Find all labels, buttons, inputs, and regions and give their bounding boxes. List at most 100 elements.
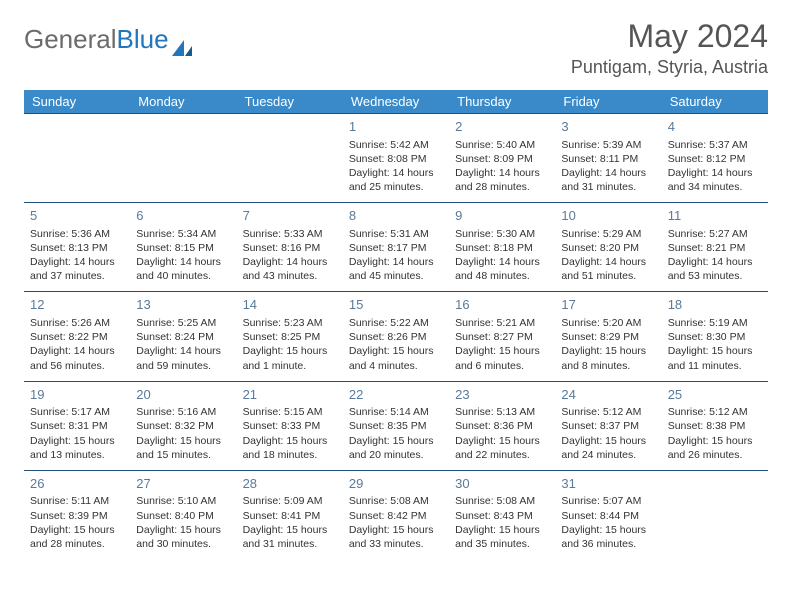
- daylight-line: Daylight: 14 hours and 45 minutes.: [349, 255, 443, 283]
- daylight-line: Daylight: 15 hours and 8 minutes.: [561, 344, 655, 372]
- logo-text-blue: Blue: [117, 24, 169, 55]
- sunrise-line: Sunrise: 5:33 AM: [243, 227, 337, 241]
- weekday-header: Wednesday: [343, 90, 449, 114]
- day-number: 27: [136, 475, 230, 493]
- day-number: 12: [30, 296, 124, 314]
- day-number: 19: [30, 386, 124, 404]
- daylight-line: Daylight: 14 hours and 40 minutes.: [136, 255, 230, 283]
- sunset-line: Sunset: 8:43 PM: [455, 509, 549, 523]
- sunset-line: Sunset: 8:17 PM: [349, 241, 443, 255]
- daylight-line: Daylight: 14 hours and 51 minutes.: [561, 255, 655, 283]
- daylight-line: Daylight: 15 hours and 35 minutes.: [455, 523, 549, 551]
- calendar-day-cell: [237, 114, 343, 203]
- calendar-day-cell: 12Sunrise: 5:26 AMSunset: 8:22 PMDayligh…: [24, 292, 130, 381]
- sunrise-line: Sunrise: 5:21 AM: [455, 316, 549, 330]
- daylight-line: Daylight: 15 hours and 31 minutes.: [243, 523, 337, 551]
- sunset-line: Sunset: 8:08 PM: [349, 152, 443, 166]
- sunset-line: Sunset: 8:32 PM: [136, 419, 230, 433]
- day-number: 17: [561, 296, 655, 314]
- calendar-day-cell: 1Sunrise: 5:42 AMSunset: 8:08 PMDaylight…: [343, 114, 449, 203]
- daylight-line: Daylight: 15 hours and 30 minutes.: [136, 523, 230, 551]
- weekday-header: Friday: [555, 90, 661, 114]
- sunrise-line: Sunrise: 5:08 AM: [349, 494, 443, 508]
- calendar-day-cell: 16Sunrise: 5:21 AMSunset: 8:27 PMDayligh…: [449, 292, 555, 381]
- day-number: 16: [455, 296, 549, 314]
- calendar-week-row: 19Sunrise: 5:17 AMSunset: 8:31 PMDayligh…: [24, 381, 768, 470]
- calendar-day-cell: 4Sunrise: 5:37 AMSunset: 8:12 PMDaylight…: [662, 114, 768, 203]
- sunset-line: Sunset: 8:35 PM: [349, 419, 443, 433]
- sunrise-line: Sunrise: 5:39 AM: [561, 138, 655, 152]
- weekday-header: Monday: [130, 90, 236, 114]
- sunset-line: Sunset: 8:36 PM: [455, 419, 549, 433]
- sunset-line: Sunset: 8:20 PM: [561, 241, 655, 255]
- sunset-line: Sunset: 8:12 PM: [668, 152, 762, 166]
- day-number: 9: [455, 207, 549, 225]
- sunset-line: Sunset: 8:33 PM: [243, 419, 337, 433]
- calendar-day-cell: 30Sunrise: 5:08 AMSunset: 8:43 PMDayligh…: [449, 470, 555, 559]
- sunset-line: Sunset: 8:22 PM: [30, 330, 124, 344]
- sunset-line: Sunset: 8:42 PM: [349, 509, 443, 523]
- calendar-day-cell: 24Sunrise: 5:12 AMSunset: 8:37 PMDayligh…: [555, 381, 661, 470]
- day-number: 6: [136, 207, 230, 225]
- sail-icon: [172, 32, 192, 48]
- calendar-day-cell: 13Sunrise: 5:25 AMSunset: 8:24 PMDayligh…: [130, 292, 236, 381]
- weekday-header: Saturday: [662, 90, 768, 114]
- sunrise-line: Sunrise: 5:15 AM: [243, 405, 337, 419]
- calendar-day-cell: 7Sunrise: 5:33 AMSunset: 8:16 PMDaylight…: [237, 203, 343, 292]
- day-number: 8: [349, 207, 443, 225]
- daylight-line: Daylight: 15 hours and 11 minutes.: [668, 344, 762, 372]
- month-title: May 2024: [571, 18, 768, 55]
- weekday-header: Tuesday: [237, 90, 343, 114]
- sunset-line: Sunset: 8:29 PM: [561, 330, 655, 344]
- sunrise-line: Sunrise: 5:36 AM: [30, 227, 124, 241]
- sunset-line: Sunset: 8:27 PM: [455, 330, 549, 344]
- day-number: 25: [668, 386, 762, 404]
- sunrise-line: Sunrise: 5:40 AM: [455, 138, 549, 152]
- page-header: GeneralBlue May 2024 Puntigam, Styria, A…: [24, 18, 768, 78]
- daylight-line: Daylight: 15 hours and 28 minutes.: [30, 523, 124, 551]
- day-number: 26: [30, 475, 124, 493]
- day-number: 4: [668, 118, 762, 136]
- sunset-line: Sunset: 8:11 PM: [561, 152, 655, 166]
- sunrise-line: Sunrise: 5:13 AM: [455, 405, 549, 419]
- daylight-line: Daylight: 15 hours and 18 minutes.: [243, 434, 337, 462]
- sunset-line: Sunset: 8:16 PM: [243, 241, 337, 255]
- calendar-day-cell: 6Sunrise: 5:34 AMSunset: 8:15 PMDaylight…: [130, 203, 236, 292]
- calendar-body: 1Sunrise: 5:42 AMSunset: 8:08 PMDaylight…: [24, 114, 768, 560]
- sunrise-line: Sunrise: 5:25 AM: [136, 316, 230, 330]
- sunset-line: Sunset: 8:40 PM: [136, 509, 230, 523]
- sunrise-line: Sunrise: 5:20 AM: [561, 316, 655, 330]
- calendar-day-cell: 5Sunrise: 5:36 AMSunset: 8:13 PMDaylight…: [24, 203, 130, 292]
- title-block: May 2024 Puntigam, Styria, Austria: [571, 18, 768, 78]
- calendar-day-cell: 3Sunrise: 5:39 AMSunset: 8:11 PMDaylight…: [555, 114, 661, 203]
- calendar-day-cell: 15Sunrise: 5:22 AMSunset: 8:26 PMDayligh…: [343, 292, 449, 381]
- day-number: 11: [668, 207, 762, 225]
- sunset-line: Sunset: 8:38 PM: [668, 419, 762, 433]
- sunset-line: Sunset: 8:37 PM: [561, 419, 655, 433]
- calendar-day-cell: 31Sunrise: 5:07 AMSunset: 8:44 PMDayligh…: [555, 470, 661, 559]
- day-number: 29: [349, 475, 443, 493]
- sunset-line: Sunset: 8:21 PM: [668, 241, 762, 255]
- sunrise-line: Sunrise: 5:19 AM: [668, 316, 762, 330]
- day-number: 2: [455, 118, 549, 136]
- sunrise-line: Sunrise: 5:07 AM: [561, 494, 655, 508]
- daylight-line: Daylight: 15 hours and 4 minutes.: [349, 344, 443, 372]
- daylight-line: Daylight: 14 hours and 37 minutes.: [30, 255, 124, 283]
- logo: GeneralBlue: [24, 18, 192, 55]
- day-number: 18: [668, 296, 762, 314]
- weekday-header: Thursday: [449, 90, 555, 114]
- calendar-day-cell: 18Sunrise: 5:19 AMSunset: 8:30 PMDayligh…: [662, 292, 768, 381]
- day-number: 31: [561, 475, 655, 493]
- sunset-line: Sunset: 8:18 PM: [455, 241, 549, 255]
- calendar-day-cell: 29Sunrise: 5:08 AMSunset: 8:42 PMDayligh…: [343, 470, 449, 559]
- calendar-day-cell: [662, 470, 768, 559]
- sunrise-line: Sunrise: 5:22 AM: [349, 316, 443, 330]
- day-number: 7: [243, 207, 337, 225]
- calendar-day-cell: 28Sunrise: 5:09 AMSunset: 8:41 PMDayligh…: [237, 470, 343, 559]
- sunrise-line: Sunrise: 5:34 AM: [136, 227, 230, 241]
- daylight-line: Daylight: 15 hours and 26 minutes.: [668, 434, 762, 462]
- calendar-day-cell: [130, 114, 236, 203]
- calendar-day-cell: 20Sunrise: 5:16 AMSunset: 8:32 PMDayligh…: [130, 381, 236, 470]
- sunset-line: Sunset: 8:41 PM: [243, 509, 337, 523]
- calendar-day-cell: 14Sunrise: 5:23 AMSunset: 8:25 PMDayligh…: [237, 292, 343, 381]
